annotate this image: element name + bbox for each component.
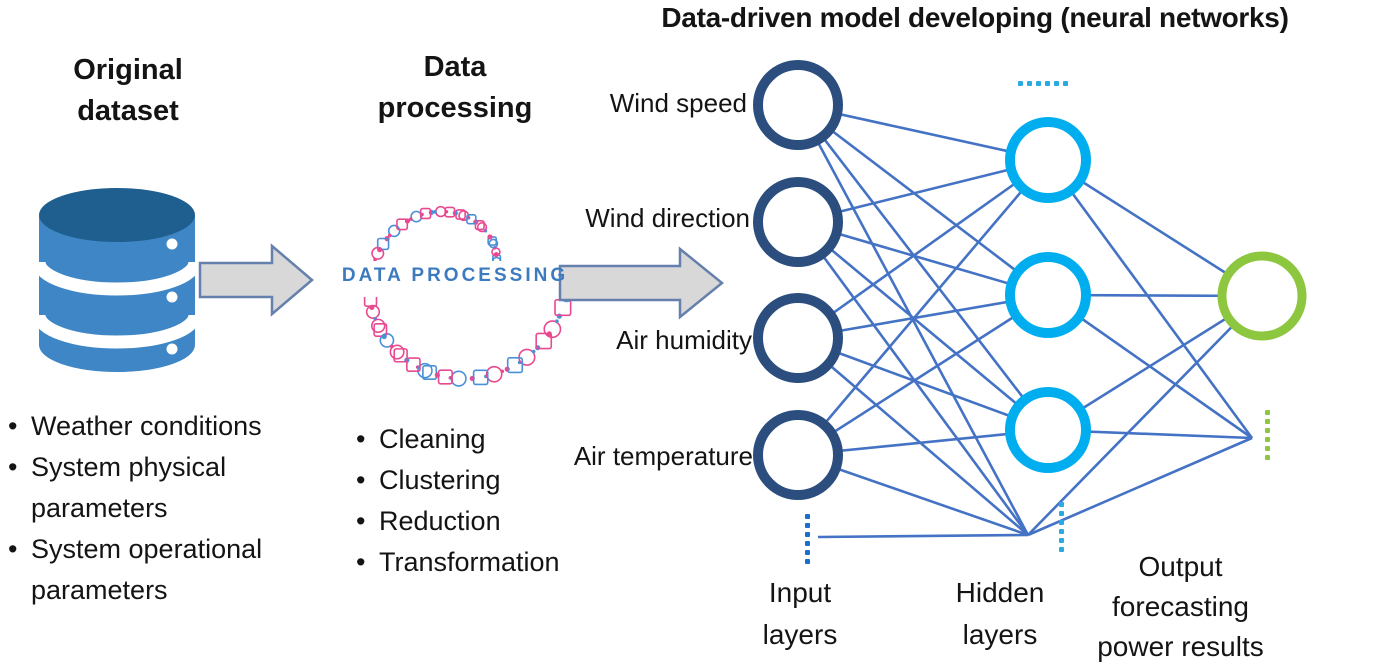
input-label-air-temperature: Air temperature (573, 441, 753, 471)
bullet-item: Clustering (352, 460, 642, 501)
output-layer-label-line3: power results (1097, 631, 1264, 662)
original-dataset-bullet-list: Weather conditions System physical param… (4, 406, 318, 611)
input-label-air-humidity: Air humidity (616, 325, 752, 355)
flow-arrow-1-icon (198, 243, 314, 317)
input-layers-label-line2: layers (762, 619, 838, 650)
input-label-wind-direction: Wind direction (585, 203, 750, 233)
bullet-item: System operational parameters (4, 529, 318, 611)
input-layers-label: Input layers (725, 572, 875, 656)
input-node-air-temperature (753, 410, 843, 500)
neural-network (753, 60, 1307, 564)
hidden-layers-label-line1: Hidden (955, 577, 1045, 608)
flow-arrow-2-icon (558, 246, 724, 320)
output-ellipsis-icon (1265, 410, 1270, 460)
input-node-wind-speed (753, 60, 843, 150)
hidden-layers-label-line2: layers (962, 619, 1038, 650)
input-layers-label-line1: Input (768, 577, 832, 608)
original-dataset-heading: Original dataset (28, 50, 228, 132)
collage-banner-text: DATA PROCESSING (341, 265, 569, 286)
input-ellipsis-icon (805, 514, 810, 564)
database-icon (32, 188, 202, 372)
bullet-item: Reduction (352, 501, 642, 542)
data-processing-bullet-list: Cleaning Clustering Reduction Transforma… (352, 419, 642, 583)
hidden-top-ellipsis-icon (1018, 81, 1068, 86)
hidden-bottom-ellipsis-icon (1059, 502, 1064, 552)
original-dataset-heading-line1: Original (73, 54, 183, 86)
bullet-item: Weather conditions (4, 406, 318, 447)
input-node-air-humidity (753, 293, 843, 383)
output-layer-label: Output forecasting power results (1053, 547, 1308, 667)
diagram-title: Data-driven model developing (neural net… (661, 2, 1289, 33)
hidden-node-3 (1005, 387, 1091, 473)
input-node-wind-direction (753, 177, 843, 267)
data-processing-heading-line1: Data (423, 51, 487, 83)
data-processing-heading: Data processing (340, 47, 570, 129)
hidden-layers-label: Hidden layers (920, 572, 1080, 656)
output-layer-label-line1: Output (1138, 551, 1223, 582)
hidden-node-2 (1005, 252, 1091, 338)
bullet-item: Transformation (352, 542, 642, 583)
output-node (1217, 251, 1307, 341)
bullet-item: Cleaning (352, 419, 642, 460)
data-processing-heading-line2: processing (377, 92, 533, 124)
data-processing-image (336, 205, 577, 387)
original-dataset-heading-line2: dataset (77, 95, 179, 127)
input-label-wind-speed: Wind speed (609, 88, 747, 118)
hidden-node-1 (1005, 117, 1091, 203)
bullet-item: System physical parameters (4, 447, 318, 529)
output-layer-label-line2: forecasting (1112, 591, 1249, 622)
